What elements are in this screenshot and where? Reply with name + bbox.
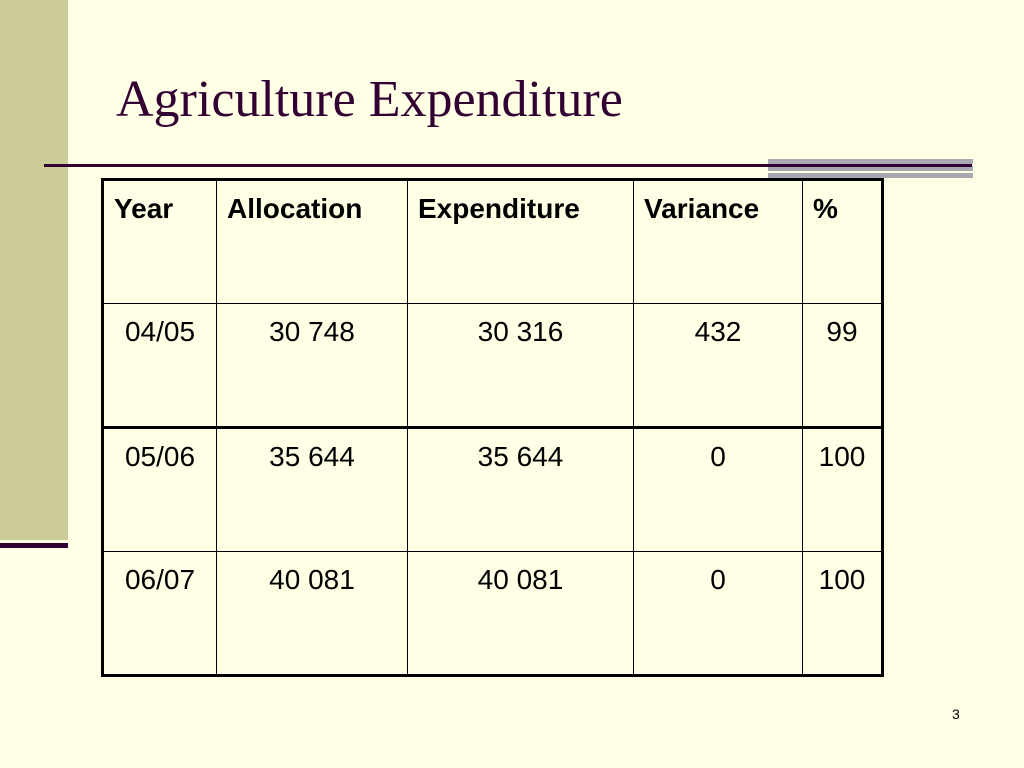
title-underline-rule [44,164,972,167]
cell-variance: 432 [633,303,803,428]
cell-year: 05/06 [102,426,217,552]
cell-percent: 100 [802,426,883,552]
cell-expenditure: 30 316 [407,303,634,428]
cell-year: 06/07 [102,551,217,676]
cell-year: 04/05 [102,303,217,428]
table-header-row: Year Allocation Expenditure Variance % [102,179,883,304]
table-row: 06/07 40 081 40 081 0 100 [102,551,883,676]
left-decorative-band [0,0,68,540]
cell-variance: 0 [633,426,803,552]
cell-percent: 99 [802,303,883,428]
header-expenditure: Expenditure [407,179,634,304]
table-row: 04/05 30 748 30 316 432 99 [102,303,883,428]
header-percent: % [802,179,883,304]
cell-variance: 0 [633,551,803,676]
cell-percent: 100 [802,551,883,676]
cell-expenditure: 35 644 [407,426,634,552]
slide-title: Agriculture Expenditure [116,71,623,128]
header-year: Year [102,179,217,304]
title-rule-shadow-block [768,159,973,179]
cell-expenditure: 40 081 [407,551,634,676]
cell-allocation: 30 748 [216,303,408,428]
header-allocation: Allocation [216,179,408,304]
left-band-accent-bar [0,543,68,548]
expenditure-table: Year Allocation Expenditure Variance % 0… [101,178,884,677]
header-variance: Variance [633,179,803,304]
page-number: 3 [952,706,960,722]
cell-allocation: 35 644 [216,426,408,552]
table-row: 05/06 35 644 35 644 0 100 [102,426,883,552]
cell-allocation: 40 081 [216,551,408,676]
